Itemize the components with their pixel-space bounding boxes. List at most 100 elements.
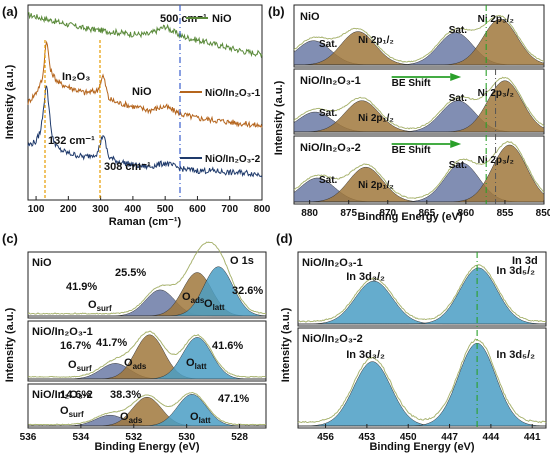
panel-c-o1s: Intensity (a.u.) Binding Energy (eV) NiO…: [4, 241, 267, 453]
d-label-d32: In 3d₃/₂: [346, 349, 385, 361]
d-frame: [297, 327, 547, 429]
b-label-sat1: Sat.: [319, 108, 338, 119]
b-xtick-label: 875: [340, 208, 357, 219]
d-frame: [297, 251, 547, 327]
c-label-ads: Oads: [182, 291, 205, 305]
panel-c-xlabel: Binding Energy (eV): [94, 441, 199, 453]
c-percent-surf: 16.7%: [60, 340, 91, 352]
d-xtick-label: 456: [317, 432, 334, 443]
panel-label-b: (b): [268, 4, 285, 19]
c-peak: [28, 394, 266, 427]
panel-b-ylabel: Intensity (a.u.): [273, 80, 285, 155]
d-xtick-label: 441: [524, 432, 541, 443]
panel-label-d: (d): [276, 231, 293, 246]
c-frame: [27, 383, 267, 429]
a-xtick-label: 400: [125, 204, 142, 215]
panel-a-ylabel: Intensity (a.u.): [4, 64, 16, 139]
c-fit-line: [27, 391, 267, 426]
b-be-shift-arrowhead: [450, 73, 462, 81]
b-label-p12: Ni 2p₁/₂: [358, 35, 394, 46]
b-label-sat1: Sat.: [319, 39, 338, 50]
panel-a-raman: 100 200 300 400 500 600 700 800 500 cm⁻¹ In₂O₃ …: [4, 4, 271, 228]
c-percent-latt: 47.1%: [218, 393, 249, 405]
panel-b-xlabel: Binding Energy (eV): [357, 211, 462, 223]
annotation-500: 500 cm⁻¹: [160, 13, 207, 25]
c-xtick-label: 534: [73, 432, 90, 443]
c-frame: [27, 251, 267, 319]
c-label-ads: Oads: [124, 357, 147, 371]
b-fit-line: [293, 76, 545, 130]
d-xtick-label: 453: [359, 432, 376, 443]
c-frame: [27, 320, 267, 382]
c-xtick-label: 532: [125, 432, 142, 443]
annotation-nio: NiO: [132, 86, 152, 98]
c-xtick-label: 536: [20, 432, 37, 443]
legend-s2: NiO/In₂O₃-2: [205, 154, 261, 165]
raman-series-2: [27, 85, 263, 178]
d-label-d32: In 3d₃/₂: [346, 271, 385, 283]
c-sample-name: NiO/In₂O₃-1: [32, 326, 93, 338]
panel-c-ylabel: Intensity (a.u.): [4, 307, 16, 382]
b-fit-line: [293, 15, 545, 63]
b-xtick-label: 865: [418, 208, 435, 219]
b-peak: [294, 144, 545, 203]
c-percent-latt: 32.6%: [232, 285, 263, 297]
b-subpanel-1: NiO/In₂O₃-1 Sat. Ni 2p₁/₂ Sat. Ni 2p₃/₂ BE Sh…: [293, 68, 545, 135]
b-label-sat2: Sat.: [449, 93, 468, 104]
b-frame: [293, 68, 545, 135]
c-fit-line: [27, 241, 267, 315]
c-percent-surf: 14.6%: [60, 389, 91, 401]
b-sample-name: NiO: [300, 11, 320, 23]
c-sample-name: NiO: [32, 257, 52, 269]
c-percent-latt: 41.6%: [212, 340, 243, 352]
d-fit-line: [297, 338, 547, 424]
b-label-sat2: Sat.: [449, 160, 468, 171]
c-label-surf: Osurf: [88, 299, 112, 313]
annotation-132: 132 cm⁻¹: [48, 135, 95, 147]
c-percent-ads: 25.5%: [115, 267, 146, 279]
c-peak: [28, 337, 266, 380]
d-label-d52: In 3d₅/₂: [496, 265, 535, 277]
a-xtick-label: 200: [60, 204, 77, 215]
panel-label-a: (a): [2, 4, 18, 19]
b-xtick-label: 880: [301, 208, 318, 219]
b-sample-name: NiO/In₂O₃-1: [300, 75, 361, 87]
legend-s1: NiO/In₂O₃-1: [205, 88, 261, 99]
b-be-shift-label: BE Shift: [392, 78, 432, 89]
b-subpanel-0: NiO Sat. Ni 2p₁/₂ Sat. Ni 2p₃/₂: [293, 4, 545, 68]
a-xtick-label: 300: [92, 204, 109, 215]
c-corner-label: O 1s: [230, 255, 254, 267]
a-xtick-label: 700: [221, 204, 238, 215]
c-xtick-label: 528: [231, 432, 248, 443]
c-label-surf: Osurf: [68, 359, 92, 373]
b-label-p32: Ni 2p₃/₂: [478, 88, 514, 99]
d-sample-name: NiO/In₂O₃-1: [302, 257, 363, 269]
b-xtick-label: 860: [458, 208, 475, 219]
d-label-d52: In 3d₅/₂: [496, 349, 535, 361]
b-label-p12: Ni 2p₁/₂: [358, 180, 394, 191]
c-label-surf: Osurf: [60, 405, 84, 419]
panel-d-in3d: Intensity (a.u.) Binding Energy (eV) NiO…: [280, 251, 547, 453]
a-xtick-label: 100: [28, 204, 45, 215]
d-corner-label: In 3d: [512, 255, 538, 267]
b-frame: [293, 135, 545, 205]
panel-label-c: (c): [2, 231, 18, 246]
panel-a-xlabel: Raman (cm⁻¹): [109, 216, 182, 228]
d-peak: [298, 342, 547, 427]
d-subpanel-1: NiO/In₂O₃-2 In 3d₃/₂ In 3d₅/₂: [297, 327, 547, 429]
c-label-latt: Olatt: [204, 298, 225, 312]
panel-b-ni2p: Intensity (a.u.) Binding Energy (eV) NiO…: [273, 4, 550, 223]
c-subpanel-2: NiO/In₂O₃-214.6% 38.3% 47.1% Osurf Oads Olatt: [27, 383, 267, 429]
b-be-shift-label: BE Shift: [392, 145, 432, 156]
a-xtick-label: 800: [254, 204, 271, 215]
d-xtick-label: 444: [483, 432, 500, 443]
c-subpanel-1: NiO/In₂O₃-1 16.7% 41.7% 41.6% Osurf Oads Olatt: [27, 320, 267, 382]
d-sample-name: NiO/In₂O₃-2: [302, 333, 363, 345]
panel-d-ylabel: Intensity (a.u.): [280, 307, 292, 382]
d-xtick-label: 447: [441, 432, 458, 443]
b-xtick-label: 870: [379, 208, 396, 219]
c-peak: [28, 266, 267, 317]
legend-nio: NiO: [212, 13, 232, 25]
